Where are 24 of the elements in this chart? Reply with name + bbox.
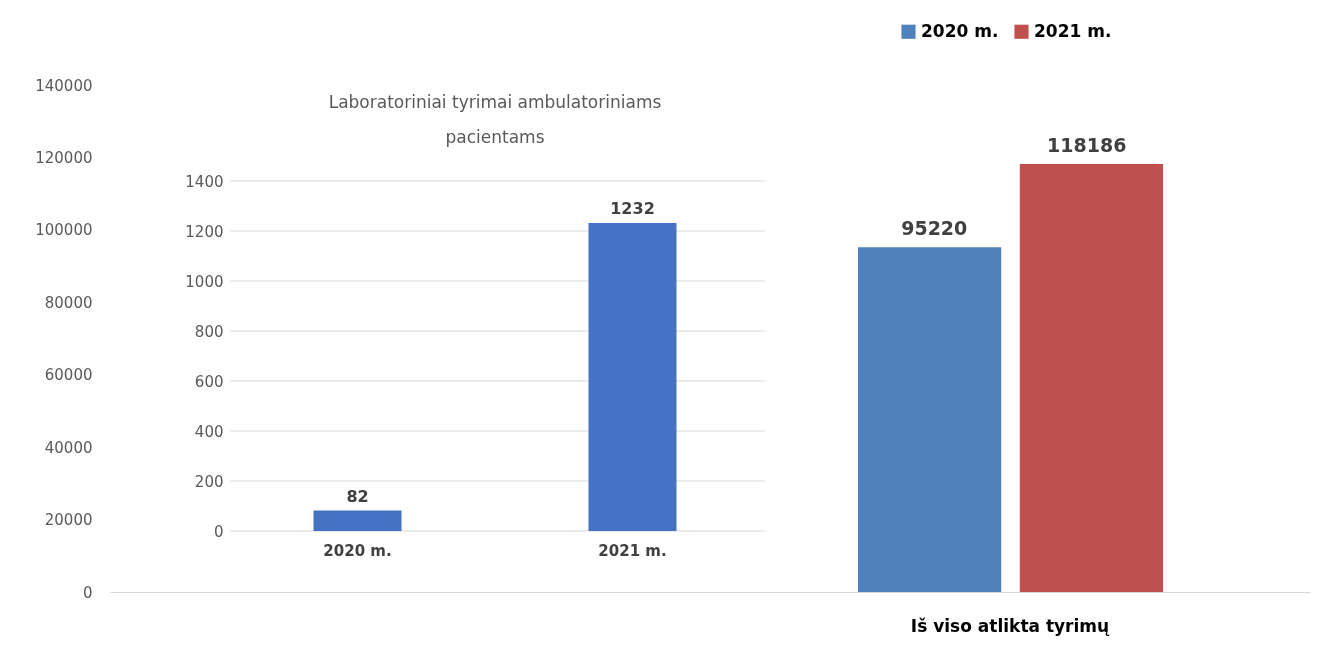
y-tick-label: 800	[194, 322, 224, 341]
y-tick-label: 1000	[185, 272, 224, 291]
y-tick-label: 140000	[35, 76, 93, 95]
x-tick-label: Iš viso atlikta tyrimų	[910, 615, 1111, 636]
y-tick-label: 120000	[35, 148, 93, 167]
data-label: 82	[346, 486, 369, 506]
y-tick-label: 1400	[185, 172, 224, 191]
data-label: 95220	[901, 217, 968, 240]
y-tick-label: 80000	[44, 293, 93, 312]
y-tick-label: 40000	[44, 438, 93, 457]
chart-title: Laboratoriniai tyrimai ambulatoriniams pacientams	[328, 92, 662, 147]
y-tick-label: 1200	[185, 222, 224, 241]
y-tick-label: 100000	[35, 221, 93, 240]
y-tick-label: 200	[194, 472, 224, 491]
legend-label: 2021 m.	[1034, 20, 1112, 41]
y-tick-label: 60000	[44, 366, 93, 385]
data-label: 1232	[610, 199, 655, 218]
data-label: 118186	[1047, 134, 1127, 156]
y-tick-label: 400	[194, 422, 224, 441]
y-tick-label: 20000	[44, 511, 93, 530]
legend-label: 2020 m.	[921, 20, 999, 41]
y-tick-label: 0	[82, 583, 93, 602]
y-tick-label: 600	[194, 372, 224, 391]
y-tick-label: 0	[213, 522, 224, 541]
